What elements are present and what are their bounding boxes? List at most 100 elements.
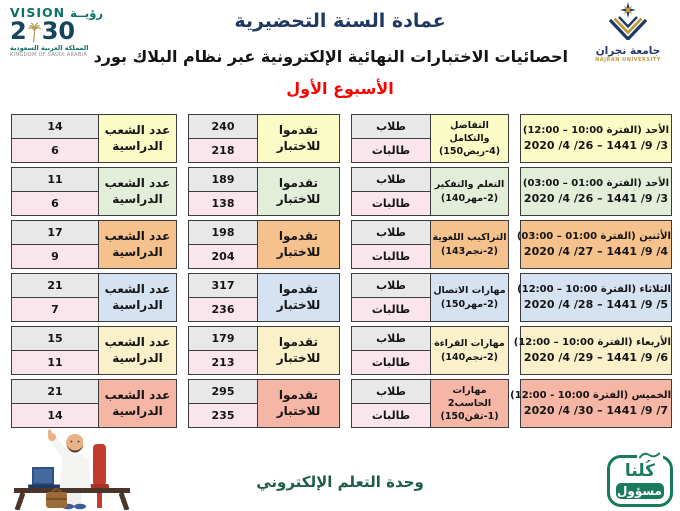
course-name: التفاضل والتكامل: [449, 119, 490, 144]
sections-label-line2: الدراسية: [112, 350, 163, 365]
header: VISION رؤيــة 2 30: [0, 0, 680, 112]
sections-label-line1: عدد الشعب: [104, 387, 171, 402]
day-cell: الأثنين (الفترة 01:00 – 03:00) 4/ 9/ 144…: [517, 220, 672, 269]
najran-university-emblem: [608, 2, 648, 42]
male-advanced-count: 198: [189, 221, 257, 245]
advanced-counts: 189 138: [189, 168, 257, 215]
male-label: طلاب: [352, 380, 430, 404]
female-sections-count: 14: [12, 404, 98, 427]
table-row: الأحد (الفترة 10:00 – 12:00) 3/ 9/ 1441 …: [6, 114, 672, 163]
sections-cell: عدد الشعب الدراسية 21 7: [11, 273, 177, 322]
vision-year-suffix: 30: [41, 17, 76, 46]
female-sections-count: 6: [12, 192, 98, 215]
day-date: 5/ 9/ 1441 – 28/ 4/ 2020: [523, 298, 669, 311]
course-cell: التراكيب اللغوية (2-نجم143) طلاب طالبات: [351, 220, 509, 269]
advanced-label-line2: للاختبار: [276, 138, 321, 153]
gender-cells: طلاب طالبات: [352, 168, 430, 215]
gender-cells: طلاب طالبات: [352, 221, 430, 268]
sections-label: عدد الشعب الدراسية: [98, 168, 176, 215]
female-sections-count: 11: [12, 351, 98, 374]
page-title: عمادة السنة التحضيرية: [234, 10, 446, 32]
advanced-cell: تقدموا للاختبار 295 235: [188, 379, 340, 428]
female-label: طالبات: [352, 351, 430, 374]
sections-label-line1: عدد الشعب: [104, 334, 171, 349]
table-row: الأثنين (الفترة 01:00 – 03:00) 4/ 9/ 144…: [6, 220, 672, 269]
kingdom-name-ar: المملكة العربية السعودية: [10, 43, 89, 52]
advanced-label: تقدموا للاختبار: [257, 168, 339, 215]
day-cell: الخميس (الفترة 10:00 - 12:00) 7/ 9/ 1441…: [510, 379, 672, 428]
female-sections-count: 6: [12, 139, 98, 162]
advanced-label: تقدموا للاختبار: [257, 380, 339, 427]
vision-2030-logo: VISION رؤيــة 2 30: [10, 6, 130, 58]
sections-label: عدد الشعب الدراسية: [98, 221, 176, 268]
advanced-counts: 240 218: [189, 115, 257, 162]
day-date: 3/ 9/ 1441 – 26/ 4/ 2020: [523, 139, 669, 152]
course-name: مهارات الاتصال: [433, 285, 506, 297]
week-title: الأسبوع الأول: [286, 79, 394, 98]
day-name: الخميس (الفترة 10:00 - 12:00): [510, 390, 671, 401]
male-sections-count: 14: [12, 115, 98, 139]
badge-word-bottom: مسؤول: [616, 483, 664, 499]
sections-counts: 15 11: [12, 327, 98, 374]
course-code: (2-نجم140): [441, 351, 498, 363]
course-label: مهارات القراءة (2-نجم140): [430, 327, 508, 374]
female-label: طالبات: [352, 139, 430, 162]
day-cell: الأربعاء (الفترة 10:00 – 12:00) 6/ 9/ 14…: [514, 326, 672, 375]
course-code: (2-نجم143): [441, 245, 498, 257]
najran-name-en: NAJRAN UNIVERSITY: [595, 57, 661, 63]
female-advanced-count: 235: [189, 404, 257, 427]
male-label: طلاب: [352, 274, 430, 298]
sections-label: عدد الشعب الدراسية: [98, 115, 176, 162]
day-cell: الثلاثاء (الفترة 10:00 – 12:00) 5/ 9/ 14…: [517, 273, 672, 322]
sections-label: عدد الشعب الدراسية: [98, 274, 176, 321]
advanced-label: تقدموا للاختبار: [257, 221, 339, 268]
course-code: (1-تقن150): [440, 411, 499, 423]
table-row: الخميس (الفترة 10:00 - 12:00) 7/ 9/ 1441…: [6, 379, 672, 428]
sections-cell: عدد الشعب الدراسية 21 14: [11, 379, 177, 428]
vision-year-prefix: 2: [10, 17, 27, 46]
advanced-label-line2: للاختبار: [276, 297, 321, 312]
male-advanced-count: 295: [189, 380, 257, 404]
course-name: التراكيب اللغوية: [432, 232, 507, 244]
advanced-label-line1: تقدموا: [278, 228, 319, 243]
course-cell: مهارات الاتصال (2-مهر150) طلاب طالبات: [351, 273, 509, 322]
male-label: طلاب: [352, 115, 430, 139]
exam-stats-table: الأحد (الفترة 10:00 – 12:00) 3/ 9/ 1441 …: [0, 112, 680, 428]
gender-cells: طلاب طالبات: [352, 380, 430, 427]
male-advanced-count: 240: [189, 115, 257, 139]
course-name: مهارات القراءة: [434, 338, 505, 350]
female-sections-count: 9: [12, 245, 98, 268]
gender-cells: طلاب طالبات: [352, 274, 430, 321]
male-advanced-count: 189: [189, 168, 257, 192]
badge-word-top: كُلنا: [624, 461, 656, 481]
male-advanced-count: 317: [189, 274, 257, 298]
footer-unit-label: وحدة التعلم الإلكتروني: [256, 473, 424, 491]
course-code: (2-مهر140): [440, 192, 499, 204]
advanced-label-line1: تقدموا: [278, 334, 319, 349]
advanced-label-line2: للاختبار: [276, 403, 321, 418]
advanced-counts: 317 236: [189, 274, 257, 321]
course-label: التفاضل والتكامل (4-ريض150): [430, 115, 508, 162]
female-label: طالبات: [352, 298, 430, 321]
advanced-label-line1: تقدموا: [278, 122, 319, 137]
sections-label-line2: الدراسية: [112, 244, 163, 259]
advanced-counts: 198 204: [189, 221, 257, 268]
male-label: طلاب: [352, 168, 430, 192]
female-advanced-count: 213: [189, 351, 257, 374]
sections-cell: عدد الشعب الدراسية 17 9: [11, 220, 177, 269]
kingdom-name-en: KINGDOM OF SAUDI ARABIA: [10, 51, 88, 58]
sections-label: عدد الشعب الدراسية: [98, 327, 176, 374]
advanced-label: تقدموا للاختبار: [257, 115, 339, 162]
day-name: الأحد (الفترة 01:00 – 03:00): [522, 178, 670, 189]
sections-counts: 14 6: [12, 115, 98, 162]
male-advanced-count: 179: [189, 327, 257, 351]
course-label: مهارات الاتصال (2-مهر150): [430, 274, 508, 321]
day-name: الأحد (الفترة 10:00 – 12:00): [522, 125, 670, 136]
male-sections-count: 15: [12, 327, 98, 351]
day-date: 7/ 9/ 1441 – 30/ 4/ 2020: [523, 404, 669, 417]
advanced-cell: تقدموا للاختبار 198 204: [188, 220, 340, 269]
vision-word-ar: رؤيــة: [70, 6, 104, 20]
man-at-laptop-illustration: [14, 429, 130, 510]
advanced-counts: 179 213: [189, 327, 257, 374]
